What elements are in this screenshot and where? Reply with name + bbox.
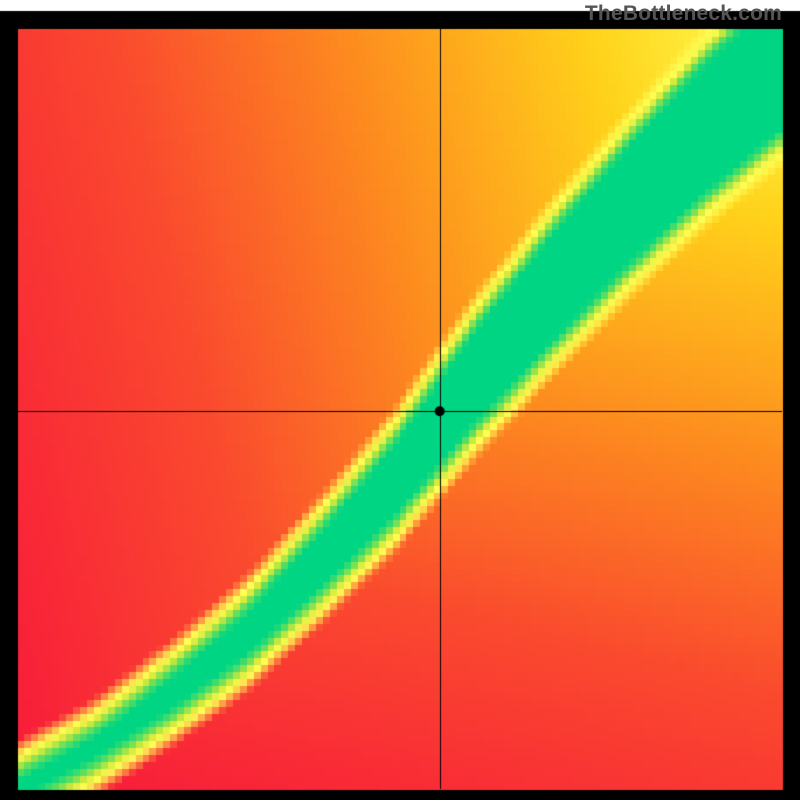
watermark-text: TheBottleneck.com — [585, 2, 782, 26]
chart-container: TheBottleneck.com — [0, 0, 800, 800]
bottleneck-heatmap-canvas — [0, 0, 800, 800]
